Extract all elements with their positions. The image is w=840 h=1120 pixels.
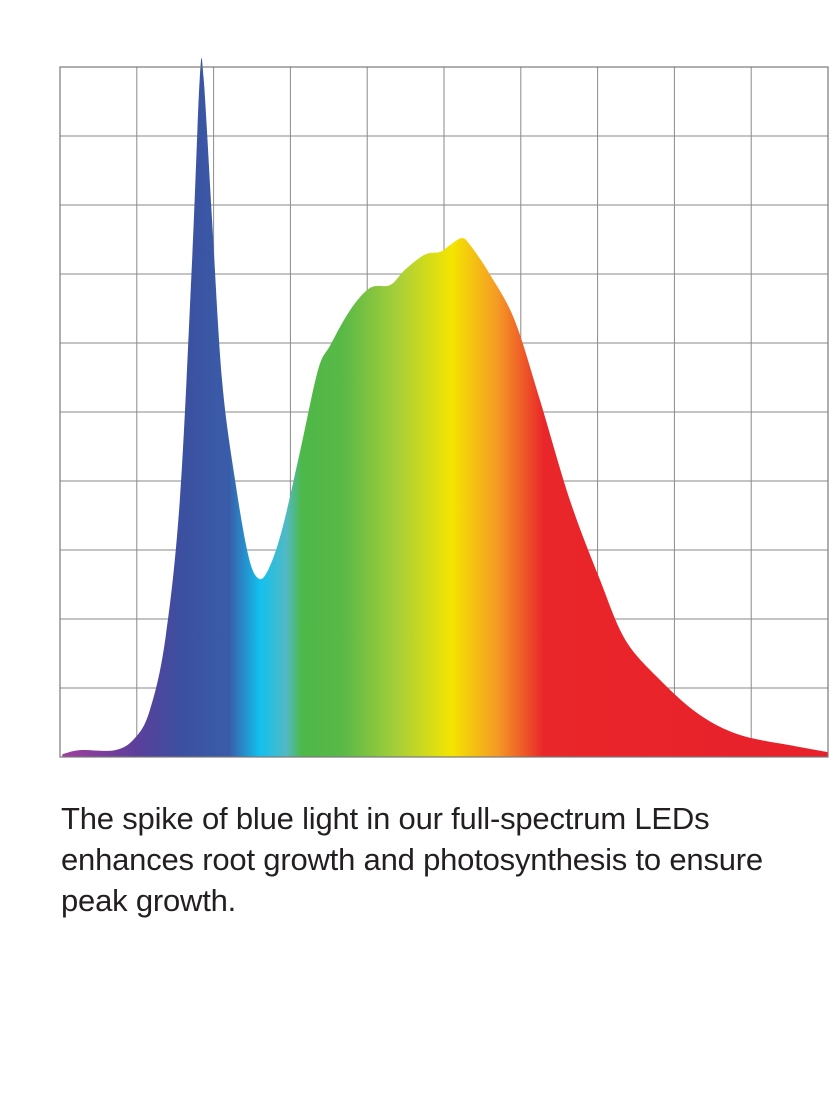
caption: The spike of blue light in our full-spec… bbox=[61, 801, 763, 918]
plot-frame bbox=[59, 66, 829, 758]
spectrum-area bbox=[62, 57, 828, 758]
spectrum-chart bbox=[59, 57, 829, 758]
